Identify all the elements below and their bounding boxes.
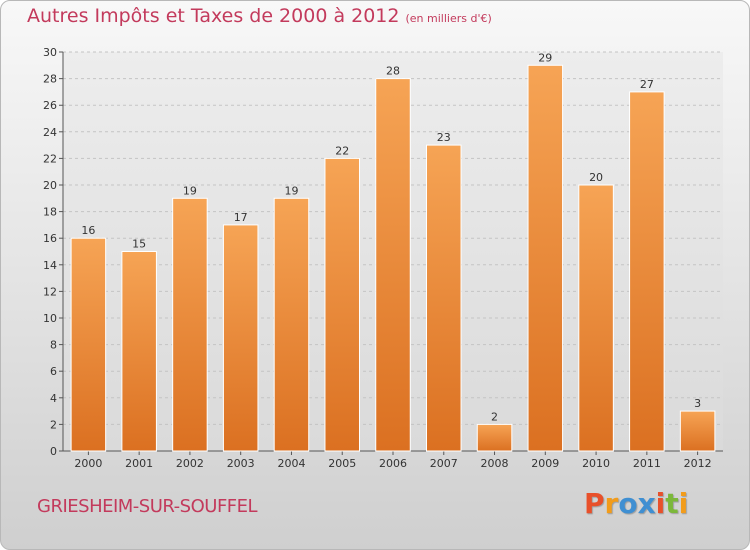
x-tick-label-2009: 2009	[531, 457, 559, 470]
x-tick-label-2001: 2001	[125, 457, 153, 470]
data-label-2009: 29	[538, 51, 552, 64]
y-tick-label: 4	[50, 392, 57, 405]
logo-letter: r	[604, 487, 619, 520]
y-tick-label: 16	[43, 232, 57, 245]
logo-letter: P	[584, 487, 605, 520]
commune-name: GRIESHEIM-SUR-SOUFFEL	[37, 496, 258, 517]
y-tick-label: 10	[43, 312, 57, 325]
bar-2006	[375, 78, 411, 452]
bar-2005	[324, 157, 360, 452]
bar-2002	[172, 197, 208, 452]
x-tick-label-2007: 2007	[430, 457, 458, 470]
x-tick-label-2004: 2004	[277, 457, 305, 470]
labels: 0246810121416182022242628301620001520011…	[43, 46, 712, 470]
x-tick-label-2002: 2002	[176, 457, 204, 470]
data-label-2005: 22	[335, 144, 349, 157]
proxiti-logo[interactable]: Proxiti	[584, 487, 688, 520]
chart-subtitle: (en milliers d'€)	[405, 12, 492, 25]
data-label-2000: 16	[81, 224, 95, 237]
data-label-2008: 2	[491, 410, 498, 423]
bar-2000	[70, 237, 107, 452]
data-label-2002: 19	[183, 184, 197, 197]
y-tick-label: 12	[43, 285, 57, 298]
bars	[70, 64, 716, 452]
data-label-2006: 28	[386, 65, 400, 78]
y-tick-label: 28	[43, 73, 57, 86]
bar-2001	[121, 251, 157, 452]
y-tick-label: 26	[43, 99, 57, 112]
y-tick-label: 20	[43, 179, 57, 192]
x-tick-label-2010: 2010	[582, 457, 610, 470]
y-tick-label: 14	[43, 259, 57, 272]
data-label-2004: 19	[284, 184, 298, 197]
data-label-2001: 15	[132, 238, 146, 251]
logo-letter: i	[655, 487, 666, 520]
bar-2007	[426, 144, 462, 452]
bar-2008	[476, 423, 513, 452]
bar-2003	[222, 224, 259, 452]
bar-2011	[629, 91, 665, 452]
x-tick-label-2006: 2006	[379, 457, 407, 470]
x-tick-label-2005: 2005	[328, 457, 356, 470]
y-tick-label: 8	[50, 339, 57, 352]
x-tick-label-2000: 2000	[74, 457, 102, 470]
bar-2012	[679, 410, 716, 452]
y-tick-label: 30	[43, 46, 57, 59]
x-tick-label-2003: 2003	[227, 457, 255, 470]
y-tick-label: 24	[43, 126, 57, 139]
data-label-2007: 23	[437, 131, 451, 144]
data-label-2011: 27	[640, 78, 654, 91]
y-tick-label: 2	[50, 418, 57, 431]
bar-2009	[527, 64, 564, 452]
logo-letter: o	[618, 487, 638, 520]
bar-2004	[273, 197, 310, 452]
y-tick-label: 18	[43, 206, 57, 219]
logo-letter: i	[678, 487, 689, 520]
bar-2010	[578, 184, 614, 452]
y-tick-label: 6	[50, 365, 57, 378]
chart-title: Autres Impôts et Taxes de 2000 à 2012 (en…	[27, 5, 492, 27]
y-tick-label: 22	[43, 152, 57, 165]
logo-letter: x	[637, 487, 656, 520]
x-tick-label-2012: 2012	[684, 457, 712, 470]
chart-title-text: Autres Impôts et Taxes de 2000 à 2012	[27, 5, 400, 27]
x-tick-label-2008: 2008	[481, 457, 509, 470]
data-label-2003: 17	[234, 211, 248, 224]
data-label-2010: 20	[589, 171, 603, 184]
y-tick-label: 0	[50, 445, 57, 458]
x-tick-label-2011: 2011	[633, 457, 661, 470]
data-label-2012: 3	[694, 397, 701, 410]
logo-letter: t	[665, 487, 679, 520]
